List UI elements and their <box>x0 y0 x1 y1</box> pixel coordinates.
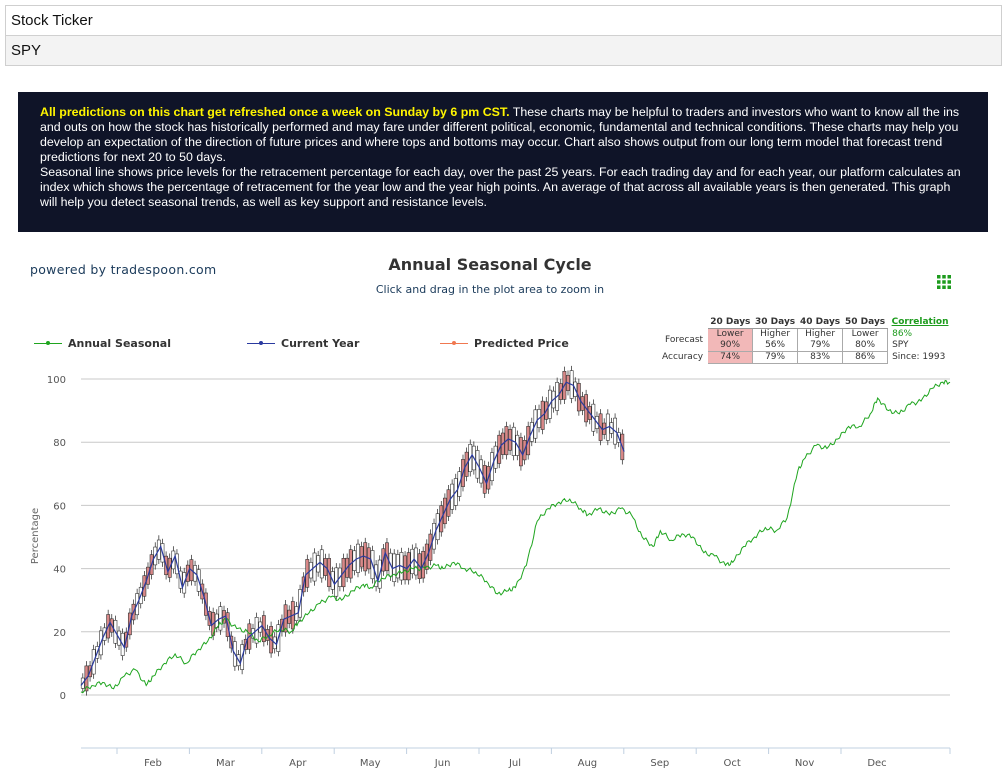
legend-label-current: Current Year <box>281 337 360 350</box>
fc-cell-40: Higher 79% <box>797 328 844 352</box>
banner-highlight: All predictions on this chart get refres… <box>40 105 510 119</box>
x-tick-label: Mar <box>216 758 236 769</box>
x-tick-label: Jul <box>508 758 521 769</box>
y-tick-label: 40 <box>53 565 66 576</box>
acc-cell-20: 74% <box>708 351 754 364</box>
fc-header-30: 30 Days <box>752 316 798 329</box>
x-tick-label: Aug <box>578 758 598 769</box>
series-current-year <box>80 381 625 686</box>
x-tick-label: May <box>360 758 381 769</box>
y-tick-label: 20 <box>53 628 66 639</box>
y-axis-title: Percentage <box>30 508 41 564</box>
x-tick-label: Oct <box>724 758 741 769</box>
correlation-info: 86% SPY <box>888 329 951 352</box>
y-tick-label: 80 <box>53 438 66 449</box>
y-tick-label: 0 <box>60 691 66 702</box>
x-tick-label: Apr <box>289 758 307 769</box>
series-annual-seasonal <box>80 379 951 694</box>
legend-current-year[interactable]: Current Year <box>247 337 359 350</box>
y-tick-label: 100 <box>47 375 66 386</box>
legend-label-seasonal: Annual Seasonal <box>68 337 171 350</box>
legend-swatch-predicted <box>440 341 468 345</box>
fc-cell-50: Lower 80% <box>842 328 889 352</box>
fc-cell-20: Lower 90% <box>708 328 754 352</box>
correlation-value: 86% <box>892 329 913 339</box>
x-tick-label: Nov <box>795 758 815 769</box>
ticker-input[interactable]: SPY <box>6 35 1001 65</box>
legend-predicted-price[interactable]: Predicted Price <box>440 337 569 350</box>
fc-header-40: 40 Days <box>797 316 843 329</box>
chart-title: Annual Seasonal Cycle <box>388 255 592 274</box>
chart-menu-icon[interactable] <box>937 275 951 289</box>
x-tick-label: Jun <box>434 758 451 769</box>
y-tick-label: 60 <box>53 501 66 512</box>
grid-lines <box>81 378 950 696</box>
correlation-symbol: SPY <box>892 340 909 350</box>
accuracy-row-label: Accuracy <box>662 352 704 362</box>
ticker-label: Stock Ticker <box>11 12 93 29</box>
y-axis: 0 20 40 60 80 100 <box>47 375 66 702</box>
fc-cell-30: Higher 56% <box>752 328 799 352</box>
correlation-since: Since: 1993 <box>892 351 946 362</box>
x-axis: Feb Mar Apr May Jun Jul Aug Sep Oct Nov Dec <box>81 747 951 769</box>
acc-cell-50: 86% <box>842 351 889 364</box>
x-tick-label: Feb <box>144 758 162 769</box>
legend-annual-seasonal[interactable]: Annual Seasonal <box>34 337 171 350</box>
legend-swatch-seasonal <box>34 341 62 345</box>
fc-header-20: 20 Days <box>708 316 753 329</box>
ticker-panel: Stock Ticker SPY <box>5 5 1002 66</box>
powered-by-link[interactable]: powered by tradespoon.com <box>30 262 217 277</box>
correlation-link[interactable]: Correlation <box>891 317 949 328</box>
fc-header-50: 50 Days <box>842 316 888 329</box>
legend-label-predicted: Predicted Price <box>474 337 569 350</box>
x-tick-label: Sep <box>650 758 669 769</box>
chart-subtitle: Click and drag in the plot area to zoom … <box>375 283 605 296</box>
banner-text-2: Seasonal line shows price levels for the… <box>40 165 961 209</box>
x-tick-label: Dec <box>867 758 886 769</box>
legend-swatch-current <box>247 341 275 345</box>
banner-text-1: These charts may be helpful to traders a… <box>40 105 960 164</box>
acc-cell-30: 79% <box>752 351 799 364</box>
info-banner: All predictions on this chart get refres… <box>18 92 988 232</box>
forecast-table: 20 Days 30 Days 40 Days 50 Days Correlat… <box>660 316 951 364</box>
forecast-row-label: Forecast <box>665 334 704 345</box>
acc-cell-40: 83% <box>797 351 844 364</box>
